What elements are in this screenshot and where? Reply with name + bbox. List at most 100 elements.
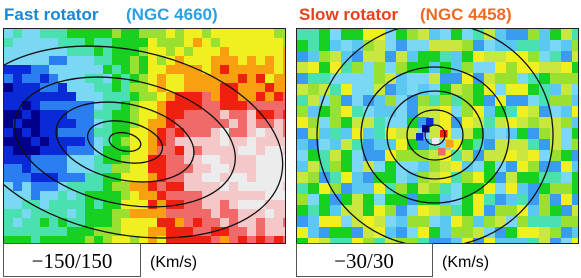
map-cell [418, 51, 430, 63]
map-cell [94, 173, 104, 183]
map-cell [319, 117, 331, 129]
map-cell [462, 51, 474, 63]
map-cell [330, 29, 342, 41]
map-cell [495, 128, 507, 140]
map-cell [506, 238, 518, 243]
map-cell [49, 236, 59, 243]
map-cell [572, 227, 578, 239]
map-cell [121, 173, 131, 183]
map-cell [58, 146, 68, 156]
map-cell [341, 62, 353, 74]
map-cell [446, 140, 454, 148]
map-cell [58, 155, 68, 165]
map-cell [319, 161, 331, 173]
map-cell [451, 29, 463, 41]
map-cell [341, 40, 353, 52]
map-cell [202, 227, 212, 237]
map-cell [274, 101, 284, 111]
map-cell [561, 117, 573, 129]
map-cell [256, 191, 266, 201]
map-cell [85, 191, 95, 201]
map-cell [175, 38, 185, 48]
map-cell [462, 73, 474, 85]
map-cell [139, 173, 149, 183]
map-cell [157, 92, 167, 102]
map-cell [256, 29, 266, 39]
map-cell [265, 137, 275, 147]
map-cell [396, 73, 408, 85]
map-cell [256, 227, 266, 237]
map-cell [330, 216, 342, 228]
map-cell [506, 73, 518, 85]
map-cell [13, 218, 23, 228]
map-cell [352, 117, 364, 129]
map-cell [572, 51, 578, 63]
map-cell [85, 92, 95, 102]
map-cell [148, 227, 158, 237]
map-cell [572, 205, 578, 217]
map-cell [517, 84, 529, 96]
map-cell [67, 191, 77, 201]
map-cell [319, 51, 331, 63]
map-cell [308, 194, 320, 206]
map-cell [274, 119, 284, 129]
map-cell [539, 117, 551, 129]
map-cell [40, 74, 50, 84]
map-cell [572, 128, 578, 140]
map-cell [49, 38, 59, 48]
map-cell [193, 182, 203, 192]
map-cell [330, 183, 342, 195]
map-cell [363, 205, 375, 217]
map-cell [49, 137, 59, 147]
map-cell [561, 128, 573, 140]
map-cell [4, 236, 14, 243]
map-cell [31, 173, 41, 183]
map-cell [438, 148, 446, 156]
map-cell [484, 172, 496, 184]
map-cell [265, 119, 275, 129]
map-cell [418, 29, 430, 41]
map-cell [330, 150, 342, 162]
map-cell [283, 56, 285, 66]
map-cell [363, 150, 375, 162]
map-cell [220, 29, 230, 39]
map-cell [166, 56, 176, 66]
map-cell [103, 38, 113, 48]
map-cell [265, 155, 275, 165]
map-cell [40, 128, 50, 138]
map-cell [40, 182, 50, 192]
map-cell [238, 56, 248, 66]
map-cell [528, 172, 540, 184]
map-cell [451, 95, 463, 107]
map-cell [139, 128, 149, 138]
map-cell [121, 218, 131, 228]
map-cell [184, 101, 194, 111]
map-cell [506, 205, 518, 217]
map-cell [85, 56, 95, 66]
map-cell [473, 216, 485, 228]
map-cell [517, 227, 529, 239]
map-cell [139, 209, 149, 219]
map-cell [220, 227, 230, 237]
map-cell [330, 62, 342, 74]
contours [316, 29, 554, 243]
map-cell [363, 227, 375, 239]
map-cell [202, 137, 212, 147]
map-cell [121, 83, 131, 93]
map-cell [256, 119, 266, 129]
map-cell [184, 218, 194, 228]
map-cell [517, 95, 529, 107]
map-cell [175, 146, 185, 156]
map-cell [31, 236, 41, 243]
map-cell [374, 40, 386, 52]
map-cell [184, 38, 194, 48]
map-cell [550, 117, 562, 129]
map-cell [94, 182, 104, 192]
map-cell [265, 110, 275, 120]
map-cell [229, 218, 239, 228]
map-cell [363, 216, 375, 228]
map-cell [211, 56, 221, 66]
map-cell [4, 173, 14, 183]
map-cell [4, 200, 14, 210]
